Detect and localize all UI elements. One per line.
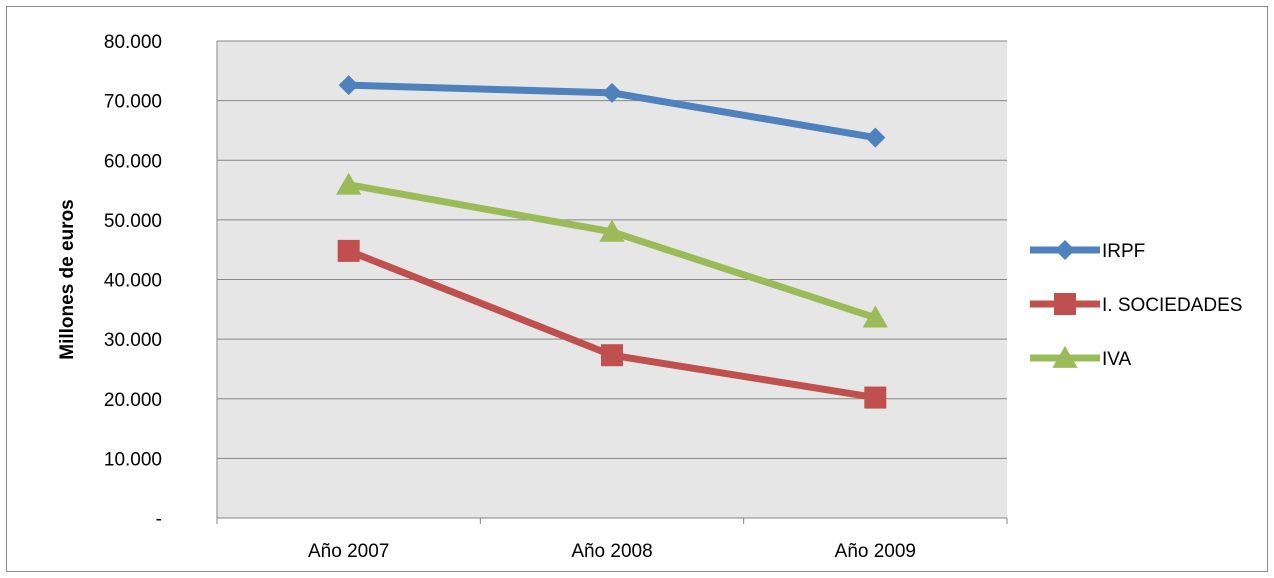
axes: - 10.000 20.000 30.000 40.000 50.000 60.000 70.…	[104, 32, 1008, 562]
y-tick-label: 70.000	[104, 92, 162, 113]
data-point	[864, 386, 887, 409]
data-point	[599, 219, 625, 242]
x-tick-label: Año 2007	[308, 541, 389, 562]
y-axis-title: Millones de euros	[57, 199, 78, 359]
data-point	[338, 75, 359, 96]
legend-swatch-marker	[1054, 293, 1076, 315]
legend-label: I. SOCIEDADES	[1102, 295, 1242, 316]
legend: IRPF I. SOCIEDADES IVA	[1030, 240, 1242, 370]
y-tick-label: 30.000	[104, 330, 162, 351]
series-layer	[336, 75, 888, 409]
legend-swatch-marker	[1055, 240, 1075, 260]
y-tick-label: 40.000	[104, 271, 162, 292]
gridlines	[217, 40, 1007, 459]
data-point	[862, 305, 888, 328]
legend-swatch-marker	[1052, 345, 1078, 368]
chart-frame: - 10.000 20.000 30.000 40.000 50.000 60.000 70.…	[6, 6, 1268, 572]
data-point	[602, 82, 622, 103]
y-tick-label: 80.000	[104, 32, 162, 53]
legend-label: IRPF	[1102, 241, 1145, 262]
line-chart: - 10.000 20.000 30.000 40.000 50.000 60.000 70.…	[57, 32, 1242, 562]
data-point	[337, 239, 360, 262]
data-point	[601, 344, 623, 367]
y-tick-label: -	[156, 509, 162, 530]
x-tick-label: Año 2008	[571, 541, 652, 562]
data-point	[865, 127, 886, 148]
y-tick-label: 20.000	[104, 390, 162, 411]
x-tick-label: Año 2009	[835, 541, 916, 562]
legend-label: IVA	[1102, 349, 1132, 370]
y-tick-label: 50.000	[104, 211, 162, 232]
y-tick-label: 60.000	[104, 151, 162, 172]
y-tick-label: 10.000	[104, 449, 162, 470]
data-point	[336, 172, 362, 195]
